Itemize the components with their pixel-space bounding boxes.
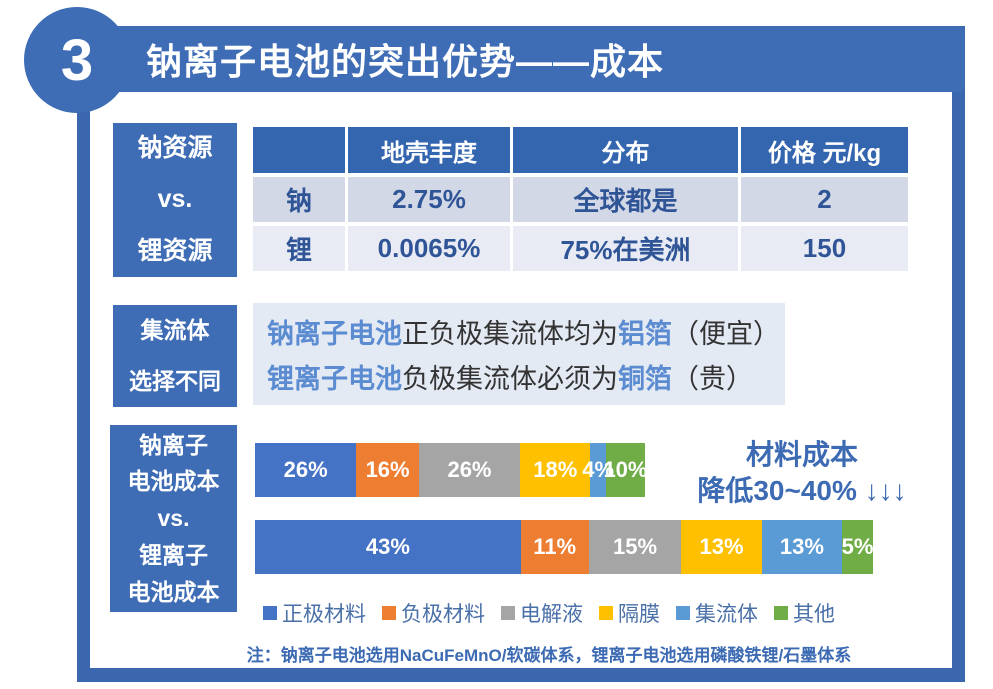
table-header-cell [253,127,345,173]
bar-segment-label: 13% [699,534,744,559]
table-cell: 锂 [253,226,345,271]
legend-label: 隔膜 [618,603,660,626]
bar-segment: 4% [582,443,614,497]
table-cell: 全球都是 [513,177,738,222]
bar-segment: 16% [356,443,419,497]
bar-segment: 43% [255,520,521,574]
legend-item: 其他 [774,598,835,628]
frame-bottom-line [77,668,965,682]
bar-segment-label: 11% [533,534,577,559]
stacked-bar-sodium: 26% 16% 26% 18% 4% 10% [255,443,648,497]
bar-segment: 13% [681,520,762,574]
bar-segment: 13% [761,520,843,574]
table-header-cell: 分布 [513,127,738,173]
section-number-badge: 3 [24,7,130,113]
emphasis-text: 铝箔 [618,319,672,350]
table-cell: 2 [741,177,908,222]
legend-swatch [382,606,396,620]
bar-segment-label: 5% [841,534,874,559]
table-cell: 钠 [253,177,345,222]
bar-segment-label: 13% [779,534,824,559]
table-cell: 150 [741,226,908,271]
bar-segment: 15% [588,520,682,574]
bar-segment-label: 10% [603,457,648,482]
bar-segment: 10% [603,443,648,497]
legend-label: 电解液 [520,603,583,626]
bar-segment: 11% [520,520,589,574]
bar-segment-label: 43% [365,534,410,559]
legend-item: 负极材料 [382,598,485,628]
legend-swatch [501,606,515,620]
footnote: 注：钠离子电池选用NaCuFeMnO/软碳体系，锂离子电池选用磷酸铁锂/石墨体系 [246,646,852,665]
cost-reduction-annotation: 材料成本 降低30~40% ↓↓↓ [697,439,907,507]
bar-segment-label: 4% [582,457,615,482]
table-cell: 2.75% [348,177,510,222]
plain-text: （便宜） [672,319,780,350]
page-title: 钠离子电池的突出优势——成本 [146,41,665,82]
table-cell: 75%在美洲 [513,226,738,271]
legend-item: 电解液 [501,598,583,628]
table-header-cell: 地壳丰度 [348,127,510,173]
table-header-cell: 价格 元/kg [741,127,908,173]
bar-segment-label: 16% [365,457,410,482]
emphasis-text: 铜箔 [618,363,672,394]
legend-label: 其他 [793,603,835,626]
bar-segment: 26% [418,443,521,497]
frame-left-line [77,95,90,682]
stacked-bar-lithium: 43% 11% 15% 13% 13% 5% [255,520,873,574]
bar-segment-label: 18% [533,457,578,482]
chart-legend: 正极材料 负极材料 电解液 隔膜 集流体 其他 [150,598,948,628]
bar-segment-label: 26% [447,457,492,482]
emphasis-text: 锂离子电池 [267,363,402,394]
collector-statement: 锂离子电池负极集流体必须为铜箔（贵） [267,357,771,396]
sidebar-cost-label: 钠离子 电池成本 vs. 锂离子 电池成本 [110,425,237,612]
bar-segment-label: 15% [613,534,658,559]
frame-right-line [952,26,965,682]
legend-label: 负极材料 [401,603,485,626]
legend-swatch [599,606,613,620]
plain-text: 负极集流体必须为 [402,363,618,394]
legend-swatch [774,606,788,620]
legend-item: 隔膜 [599,598,660,628]
plain-text: 正负极集流体均为 [402,319,618,350]
legend-label: 集流体 [695,603,758,626]
emphasis-text: 钠离子电池 [267,319,402,350]
legend-item: 集流体 [676,598,758,628]
plain-text: （贵） [672,363,753,394]
bar-segment: 18% [520,443,591,497]
legend-label: 正极材料 [282,603,366,626]
title-bar: 钠离子电池的突出优势——成本 [108,26,965,92]
bar-segment: 26% [255,443,357,497]
sidebar-resources-label: 钠资源 vs. 锂资源 [113,123,237,277]
bar-segment: 5% [842,520,873,574]
legend-swatch [676,606,690,620]
legend-swatch [263,606,277,620]
table-cell: 0.0065% [348,226,510,271]
bar-segment-label: 26% [283,457,328,482]
collector-statement: 钠离子电池正负极集流体均为铝箔（便宜） [267,312,780,351]
resource-table: 地壳丰度 分布 价格 元/kg 钠 2.75% 全球都是 2 锂 0.0065% 75%在美洲 15… [253,127,908,271]
legend-item: 正极材料 [263,598,366,628]
section-number: 3 [60,27,94,93]
collector-panel: 钠离子电池正负极集流体均为铝箔（便宜） 锂离子电池负极集流体必须为铜箔（贵） [253,303,785,405]
sidebar-collector-label: 集流体 选择不同 [113,305,237,407]
